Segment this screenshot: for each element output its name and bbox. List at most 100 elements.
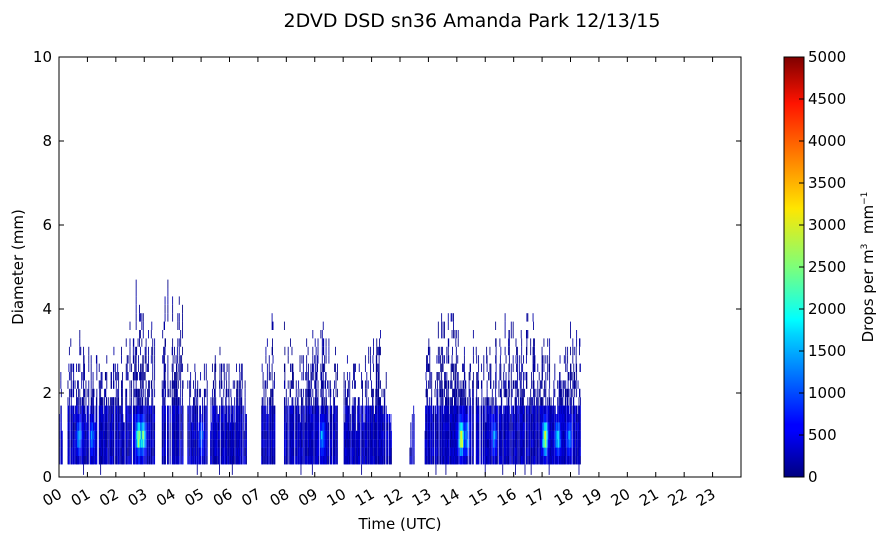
heatmap-cell-4351 — [446, 447, 448, 456]
heatmap-cell-3111 — [322, 346, 324, 356]
heatmap-cell-2146 — [232, 414, 234, 423]
heatmap-cell-4038 — [427, 447, 428, 456]
heatmap-cell-1934 — [216, 456, 218, 465]
heatmap-cell-2454 — [271, 439, 273, 448]
heatmap-cell-2918 — [311, 464, 313, 475]
heatmap-cell-3660 — [369, 422, 371, 431]
heatmap-cell-2249 — [239, 388, 241, 398]
heatmap-cell-667 — [113, 447, 115, 456]
heatmap-cell-1234 — [152, 338, 154, 347]
heatmap-cell-1165 — [148, 430, 149, 440]
heatmap-cell-576 — [106, 456, 108, 465]
heatmap-cell-1253 — [154, 430, 156, 440]
heatmap-cell-1303 — [163, 380, 165, 389]
heatmap-cell-4797 — [476, 422, 478, 431]
heatmap-cell-4952 — [488, 422, 489, 431]
heatmap-cell-4415 — [450, 447, 452, 456]
heatmap-cell-3470 — [354, 372, 355, 381]
heatmap-cell-762 — [121, 447, 123, 456]
heatmap-cell-4592 — [459, 422, 461, 431]
heatmap-cell-1835 — [206, 397, 208, 406]
heatmap-cell-1630 — [190, 447, 192, 456]
heatmap-cell-4734 — [469, 456, 471, 465]
heatmap-cell-3496 — [356, 430, 358, 440]
heatmap-cell-2586 — [289, 414, 291, 423]
heatmap-cell-3643 — [368, 430, 370, 440]
heatmap-cell-2461 — [271, 363, 273, 372]
heatmap-cell-2420 — [268, 405, 270, 414]
heatmap-cell-2858 — [308, 388, 310, 398]
heatmap-cell-4895 — [484, 439, 486, 448]
heatmap-cell-586 — [106, 355, 108, 364]
heatmap-cell-3505 — [357, 447, 359, 456]
heatmap-cell-3951 — [389, 447, 391, 456]
heatmap-cell-52 — [68, 414, 70, 423]
heatmap-cell-4265 — [442, 405, 444, 414]
heatmap-cell-2476 — [272, 321, 273, 330]
heatmap-cell-3261 — [333, 430, 335, 440]
heatmap-cell-274 — [83, 388, 85, 398]
heatmap-cell-768 — [121, 388, 123, 398]
heatmap-cell-3069 — [321, 430, 323, 440]
heatmap-cell-3584 — [363, 405, 365, 414]
heatmap-cell-474 — [99, 414, 101, 423]
heatmap-cell-3517 — [358, 447, 360, 456]
heatmap-cell-3510 — [357, 439, 359, 448]
heatmap-cell-819 — [125, 372, 127, 381]
heatmap-cell-4232 — [440, 355, 442, 364]
heatmap-cell-2758 — [302, 447, 304, 456]
heatmap-cell-4658 — [463, 414, 465, 423]
heatmap-cell-2549 — [285, 397, 287, 406]
heatmap-cell-480 — [100, 439, 102, 448]
heatmap-cell-3915 — [384, 397, 386, 406]
heatmap-cell-638 — [111, 397, 112, 406]
heatmap-cell-4261 — [442, 439, 444, 448]
heatmap-cell-89 — [71, 447, 73, 456]
heatmap-cell-4971 — [489, 397, 491, 406]
heatmap-cell-3098 — [322, 388, 324, 398]
heatmap-cell-4463 — [453, 456, 454, 465]
heatmap-cell-1914 — [215, 439, 217, 448]
heatmap-cell-3659 — [369, 430, 371, 440]
heatmap-cell-2355 — [262, 372, 264, 381]
heatmap-cell-4259 — [442, 456, 444, 465]
heatmap-cell-797 — [123, 456, 125, 465]
heatmap-cell-4095 — [429, 380, 431, 389]
heatmap-cell-1062 — [141, 456, 143, 465]
heatmap-cell-2816 — [306, 355, 308, 364]
heatmap-cell-465 — [99, 414, 101, 423]
heatmap-cell-1900 — [214, 363, 216, 372]
heatmap-cell-3848 — [380, 439, 381, 448]
heatmap-cell-2617 — [291, 439, 293, 448]
heatmap-cell-3501 — [356, 422, 358, 431]
heatmap-cell-2769 — [302, 422, 304, 431]
heatmap-cell-4792 — [475, 346, 477, 356]
heatmap-cell-4620 — [461, 414, 462, 423]
heatmap-cell-4206 — [439, 414, 441, 423]
heatmap-cell-3121 — [323, 380, 325, 389]
heatmap-cell-1300 — [163, 414, 165, 423]
heatmap-cell-4257 — [441, 388, 443, 398]
heatmap-cell-50 — [68, 430, 70, 440]
heatmap-cell-653 — [112, 405, 113, 414]
heatmap-cell-604 — [109, 439, 111, 448]
heatmap-cell-1090 — [142, 414, 144, 423]
heatmap-cell-1134 — [145, 439, 147, 448]
heatmap-cell-3131 — [324, 456, 326, 465]
heatmap-cell-3857 — [380, 456, 382, 465]
heatmap-cell-4074 — [428, 405, 430, 414]
heatmap-cell-4552 — [456, 430, 458, 440]
heatmap-cell-2254 — [239, 430, 241, 440]
heatmap-cell-292 — [85, 422, 86, 431]
heatmap-cell-3011 — [317, 363, 318, 372]
heatmap-cell-3067 — [321, 447, 323, 456]
heatmap-cell-4314 — [444, 414, 446, 423]
heatmap-cell-4618 — [461, 430, 462, 440]
heatmap-cell-3358 — [346, 439, 348, 448]
heatmap-cell-1027 — [139, 439, 141, 448]
heatmap-cell-1585 — [182, 405, 184, 414]
heatmap-cell-4638 — [462, 405, 463, 414]
heatmap-cell-3708 — [372, 422, 374, 431]
heatmap-cell-1301 — [163, 405, 165, 414]
heatmap-cell-3231 — [330, 439, 332, 448]
